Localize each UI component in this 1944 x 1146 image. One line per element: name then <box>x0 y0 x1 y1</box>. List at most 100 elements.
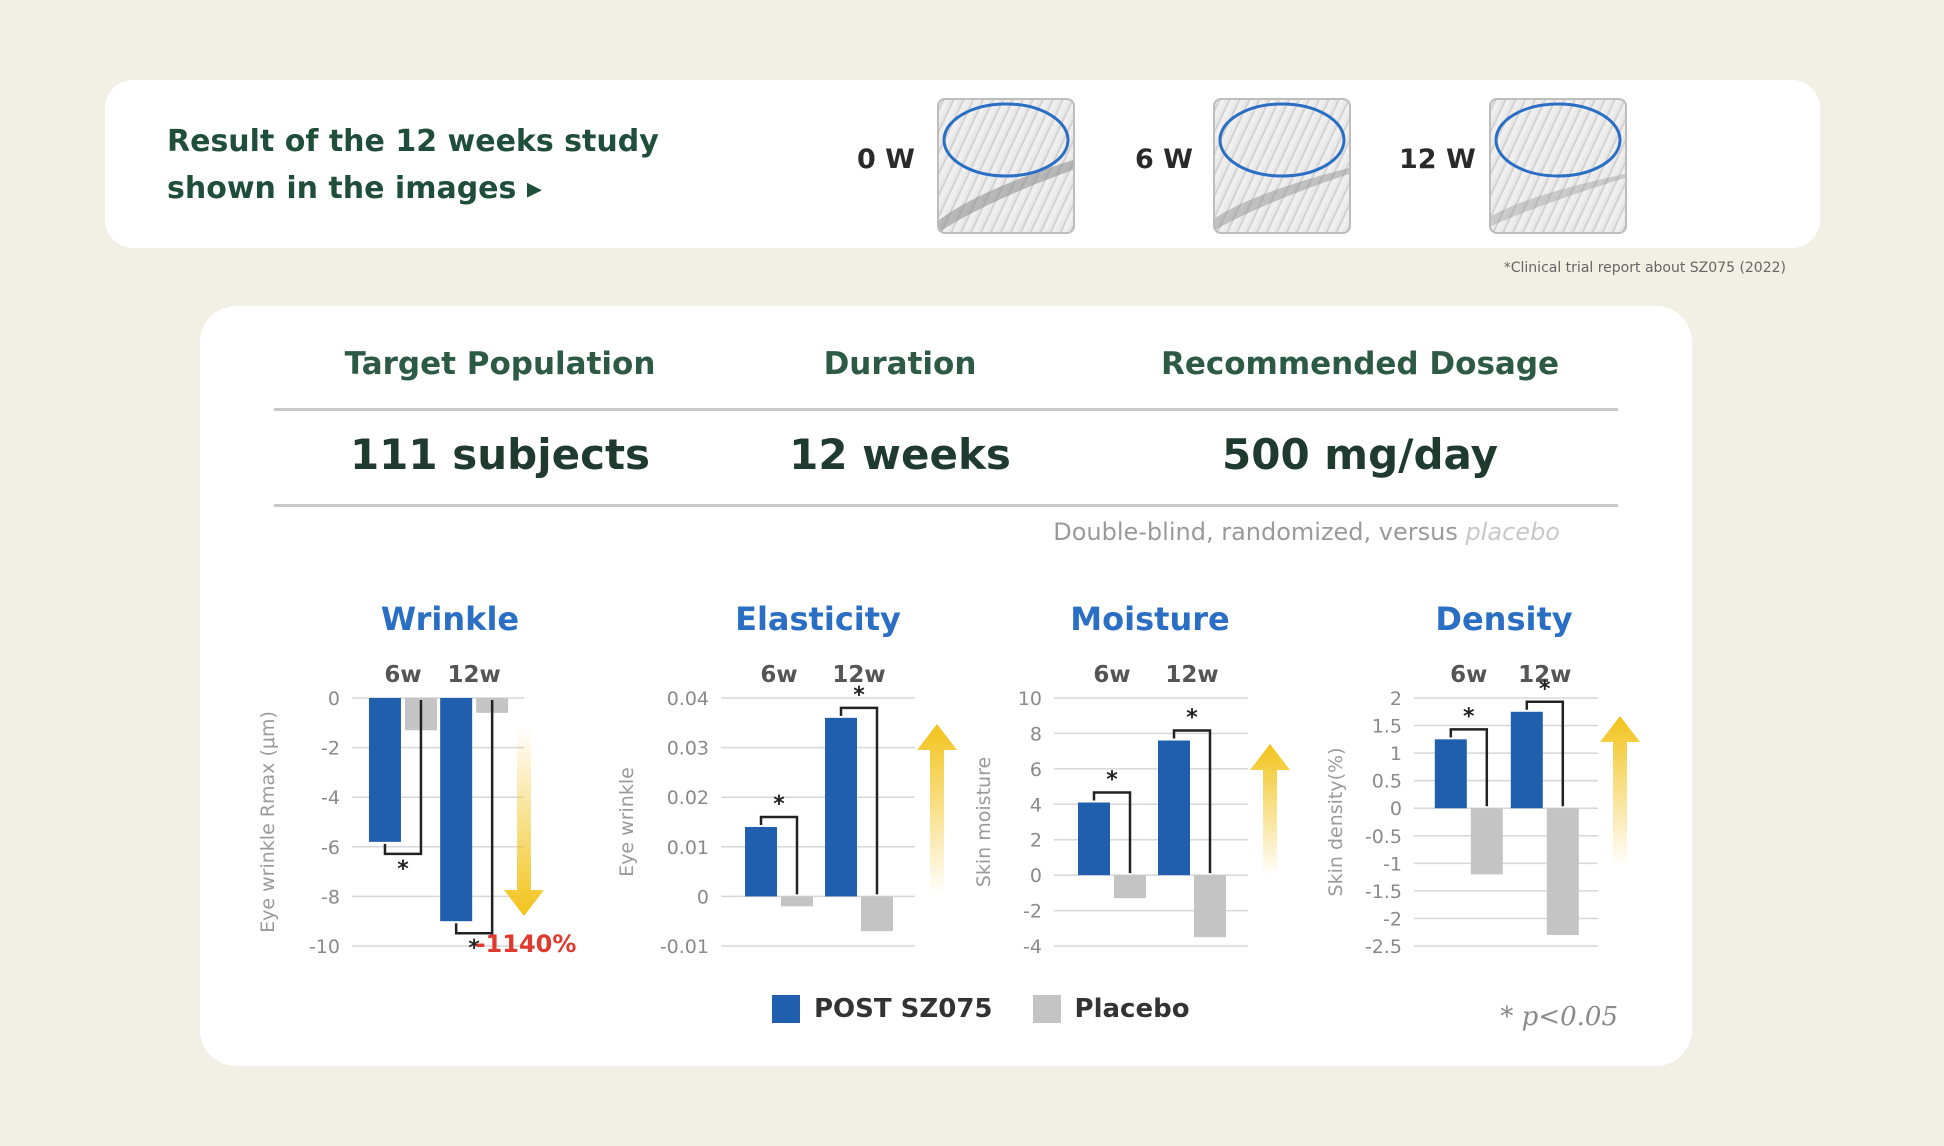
wrinkle-significance-mark: * <box>397 857 409 882</box>
elasticity-significance-bracket <box>839 706 879 895</box>
chart-legend: POST SZ075 Placebo <box>772 994 1190 1024</box>
stats-value-duration: 12 weeks <box>789 430 1011 479</box>
moisture-bar-placebo <box>1114 875 1146 899</box>
significance-note: * p<0.05 <box>1500 1002 1618 1032</box>
density-category-label: 6w <box>1450 662 1487 688</box>
stats-header-duration: Duration <box>823 346 977 382</box>
elasticity-tick-label: 0 <box>697 886 709 908</box>
density-significance-mark: * <box>1539 677 1551 702</box>
elasticity-trend-arrow <box>917 724 957 896</box>
elasticity-tick-label: 0.01 <box>667 837 709 859</box>
density-tick-label: 2 <box>1390 688 1402 710</box>
wrinkle-bar-post <box>440 698 473 922</box>
stats-header-row: Target Population Duration Recommended D… <box>200 346 1692 390</box>
density-bar-post <box>1434 739 1467 809</box>
wrinkle-y-axis-label: Eye wrinkle Rmax (μm) <box>257 711 279 933</box>
density-tick-label: 0.5 <box>1372 771 1402 793</box>
moisture-bar-post <box>1158 740 1190 876</box>
moisture-significance-bracket <box>1172 729 1212 874</box>
moisture-significance-mark: * <box>1106 768 1118 793</box>
wrinkle-change-annotation: -1140% <box>476 930 577 958</box>
legend-label-placebo: Placebo <box>1074 994 1190 1024</box>
moisture-tick-label: 4 <box>1030 794 1042 816</box>
stats-divider-bottom <box>274 504 1618 507</box>
moisture-chart-title: Moisture <box>1070 600 1229 638</box>
charts-area: Wrinkle 0 -2 -4 -6 -8 -1 0 Eye wrinkle Rmax (μm)… <box>257 600 1640 961</box>
density-tick-label: 1.5 <box>1372 716 1402 738</box>
skin-image-6w <box>1213 98 1351 234</box>
moisture-bar-post <box>1078 802 1110 876</box>
elasticity-category-label: 12w <box>832 662 885 688</box>
elasticity-bar-post <box>825 717 857 897</box>
density-significance-bracket <box>1525 700 1565 807</box>
week-label-12w: 12 W <box>1399 144 1476 175</box>
moisture-category-label: 6w <box>1093 662 1130 688</box>
moisture-trend-arrow <box>1250 744 1290 876</box>
density-tick-label: -0.5 <box>1365 826 1402 848</box>
wrinkle-significance-bracket <box>383 700 423 856</box>
moisture-tick-label: 10 <box>1018 688 1042 710</box>
study-title-line-2[interactable]: shown in the images ▸ <box>167 171 542 206</box>
study-title: Result of the 12 weeks study shown in th… <box>167 118 727 212</box>
moisture-tick-label: -4 <box>1023 936 1042 958</box>
wrinkle-tick-label: -4 <box>321 787 340 809</box>
density-tick-label: 1 <box>1390 743 1402 765</box>
density-bar-placebo <box>1546 808 1579 935</box>
density-tick-label: -1.5 <box>1365 881 1402 903</box>
elasticity-tick-label: -0.01 <box>660 936 709 958</box>
density-category-label: 12w <box>1518 662 1571 688</box>
moisture-tick-label: 6 <box>1030 759 1042 781</box>
moisture-y-axis-label: Skin moisture <box>973 757 995 887</box>
density-significance-mark: * <box>1463 704 1475 729</box>
stats-value-dosage: 500 mg/day <box>1222 430 1498 479</box>
clinical-study-card: Target Population Duration Recommended D… <box>200 306 1692 1066</box>
study-design-text: Double-blind, randomized, versus <box>1053 518 1458 546</box>
stats-value-row: 111 subjects 12 weeks 500 mg/day <box>200 430 1692 484</box>
wrinkle-tick-label: 0 <box>328 688 340 710</box>
moisture-bar-placebo <box>1194 875 1226 938</box>
moisture-tick-label: -2 <box>1023 901 1042 923</box>
elasticity-chart-title: Elasticity <box>735 600 901 638</box>
density-tick-label: 0 <box>1390 798 1402 820</box>
wrinkle-tick-label: -6 <box>321 837 340 859</box>
moisture-tick-label: 2 <box>1030 830 1042 852</box>
elasticity-bar-post <box>745 826 777 897</box>
legend-swatch-placebo <box>1032 995 1061 1023</box>
density-chart-title: Density <box>1435 600 1572 638</box>
stats-header-population: Target Population <box>344 346 656 382</box>
study-images-card: Result of the 12 weeks study shown in th… <box>105 80 1820 248</box>
skin-image-12w <box>1489 98 1627 234</box>
density-tick-label: -2.5 <box>1365 936 1402 958</box>
moisture-significance-mark: * <box>1186 706 1198 731</box>
density-significance-bracket <box>1449 728 1489 807</box>
elasticity-tick-label: 0.03 <box>667 738 709 760</box>
stats-header-dosage: Recommended Dosage <box>1160 346 1560 382</box>
elasticity-significance-bracket <box>759 815 799 895</box>
wrinkle-tick-label: -8 <box>321 886 340 908</box>
density-tick-label: -1 <box>1383 853 1402 875</box>
study-title-line-1: Result of the 12 weeks study <box>167 124 659 159</box>
elasticity-tick-label: 0.02 <box>667 787 709 809</box>
wrinkle-trend-arrow <box>504 726 544 916</box>
elasticity-category-label: 6w <box>760 662 797 688</box>
elasticity-significance-mark: * <box>853 683 865 708</box>
moisture-category-label: 12w <box>1165 662 1218 688</box>
moisture-tick-label: 0 <box>1030 865 1042 887</box>
wrinkle-significance-mark: * <box>468 936 480 961</box>
elasticity-y-axis-label: Eye wrinkle <box>616 767 638 877</box>
study-design: Double-blind, randomized, versus placebo <box>1053 518 1560 546</box>
wrinkle-category-label: 12w <box>448 662 501 688</box>
elasticity-bar-placebo <box>781 896 813 907</box>
week-label-0w: 0 W <box>857 144 915 175</box>
wrinkle-bar-post <box>368 698 401 842</box>
legend-swatch-post <box>772 995 800 1023</box>
elasticity-bar-placebo <box>861 896 893 932</box>
study-design-placebo: placebo <box>1465 518 1561 546</box>
legend-label-post: POST SZ075 <box>814 994 993 1024</box>
density-bar-post <box>1510 711 1543 809</box>
stats-value-population: 111 subjects <box>349 430 651 479</box>
wrinkle-chart-title: Wrinkle <box>381 600 519 638</box>
week-label-6w: 6 W <box>1135 144 1193 175</box>
density-trend-arrow <box>1600 716 1640 866</box>
wrinkle-tick-label: -2 <box>321 738 340 760</box>
